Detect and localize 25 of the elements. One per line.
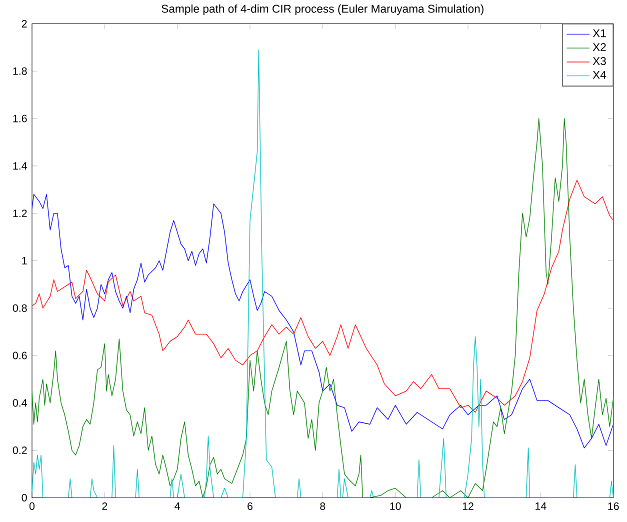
x-tick-label: 4 — [174, 502, 180, 510]
x-tick-label: 6 — [248, 502, 252, 510]
y-tick-label: 0.8 — [12, 304, 27, 312]
y-tick-label: 0.2 — [12, 446, 27, 454]
x-tick-label: 0 — [29, 502, 35, 510]
y-tick-label: 0.6 — [12, 352, 27, 360]
y-tick-label: 0 — [22, 494, 27, 502]
legend-label: X1 — [592, 29, 606, 38]
x-tick-label: 14 — [536, 502, 546, 510]
y-tick-label: 1.8 — [13, 67, 27, 76]
y-tick-label: 1 — [22, 257, 27, 265]
y-tick-label: 1.2 — [13, 210, 27, 218]
y-tick-label: 1.4 — [13, 162, 27, 170]
y-tick-label: 1.6 — [13, 114, 27, 122]
x-tick-label: 16 — [608, 502, 619, 510]
legend-label: X2 — [592, 43, 606, 52]
legend-label: X4 — [592, 71, 606, 79]
chart-title: Sample path of 4-dim CIR process (Euler Maruyama Simulation) — [162, 4, 484, 16]
x-tick-label: 2 — [102, 502, 108, 510]
y-tick-label: 2 — [22, 20, 27, 28]
x-tick-label: 12 — [462, 502, 474, 510]
y-tick-label: 0.4 — [12, 399, 27, 407]
legend-label: X3 — [592, 57, 606, 66]
x-tick-label: 10 — [390, 502, 401, 510]
x-tick-label: 8 — [320, 502, 326, 510]
